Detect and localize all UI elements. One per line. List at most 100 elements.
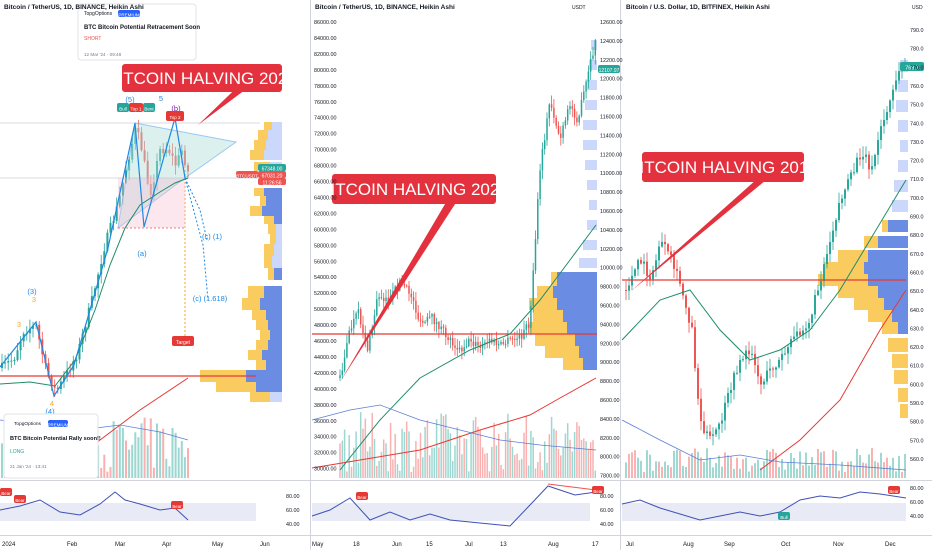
candle-body-p2 <box>385 297 387 302</box>
rsi-tick-p3: 80.00 <box>600 494 614 500</box>
volume-profile-blue-p2 <box>583 358 597 370</box>
candle-body-p1 <box>137 128 140 133</box>
volume-bar-p2 <box>543 441 546 478</box>
y-tick-p2: 34000.00 <box>314 435 336 441</box>
volume-bar-p1 <box>143 417 146 478</box>
candle-body-p4 <box>772 368 774 370</box>
volume-bar-p4 <box>757 459 759 478</box>
y-tick-p2: 50000.00 <box>314 307 336 313</box>
volume-bar-p1 <box>183 457 186 478</box>
x-tick-p1: Feb <box>67 542 78 548</box>
y-tick-p2: 72000.00 <box>314 132 336 138</box>
volume-bar-p2 <box>497 433 500 478</box>
candle-body-p2 <box>530 305 532 328</box>
candle-body-p4 <box>646 261 648 276</box>
volume-bar-p4 <box>892 457 894 478</box>
volume-profile-blue-p2 <box>563 310 597 322</box>
y-tick-p3: 11400.00 <box>600 133 622 139</box>
candle-body-p2 <box>576 117 578 123</box>
x-tick-p1: May <box>212 542 223 548</box>
volume-bar-p2 <box>431 447 433 478</box>
candle-body-p1 <box>31 325 35 329</box>
candle-body-p2 <box>583 91 585 101</box>
candle-body-p1 <box>143 150 146 161</box>
volume-bar-p4 <box>721 466 723 478</box>
rsi-band-p4 <box>622 503 906 521</box>
volume-profile-yellow-p2 <box>529 298 557 310</box>
volume-bar-p2 <box>548 434 551 478</box>
volume-bar-p4 <box>694 448 696 478</box>
candle-body-p4 <box>688 307 690 323</box>
volume-bar-p2 <box>537 462 539 478</box>
volume-bar-p4 <box>703 461 705 478</box>
volume-bar-p1 <box>171 427 174 478</box>
volume-bar-p1 <box>146 445 149 478</box>
signal-bent-bg <box>143 103 155 112</box>
volume-bar-p2 <box>350 466 353 478</box>
volume-profile-yellow-p1 <box>248 350 262 360</box>
volume-profile-blue-p2 <box>589 200 597 210</box>
volume-bar-p1 <box>162 428 165 478</box>
candle-body-p4 <box>643 261 645 264</box>
volume-bar-p2 <box>419 432 422 478</box>
rsi-bear-3-bg <box>171 501 183 509</box>
volume-bar-p2 <box>422 457 424 478</box>
idea-top-badge: PREMIUM <box>118 12 140 17</box>
volume-profile-blue-p1 <box>260 298 282 310</box>
candle-body-p1 <box>149 183 152 196</box>
volume-profile-blue-p4 <box>878 236 908 248</box>
candle-body-p1 <box>115 206 118 221</box>
candle-body-p2 <box>532 270 534 306</box>
y-tick-p4: 610.0 <box>910 364 924 370</box>
candle-body-p1 <box>162 148 165 154</box>
x-tick-p1: 2024 <box>2 542 16 548</box>
rsi-tick-p4: 40.00 <box>910 514 924 520</box>
volume-bar-p2 <box>520 458 523 478</box>
candle-body-p4 <box>661 241 663 247</box>
volume-profile-blue-p1 <box>274 268 282 280</box>
volume-bar-p2 <box>461 454 463 478</box>
candle-body-p2 <box>500 342 502 345</box>
rsi-bear-p2-1-bg <box>356 492 368 500</box>
x-tick-p4: Sep <box>724 542 735 548</box>
candle-body-p1 <box>100 263 103 275</box>
volume-bar-p1 <box>131 444 134 478</box>
volume-bar-p4 <box>682 465 684 478</box>
volume-profile-blue-p1 <box>264 286 282 298</box>
x-tick-p4: Nov <box>833 542 844 548</box>
y-tick-p2: 56000.00 <box>314 259 336 265</box>
y-tick-p3: 8600.00 <box>600 398 620 404</box>
candle-body-p2 <box>484 342 486 344</box>
candle-body-p2 <box>573 108 576 118</box>
candle-body-p4 <box>631 275 633 286</box>
volume-bar-p1 <box>168 466 171 478</box>
volume-bar-p2 <box>500 464 502 478</box>
y-tick-p3: 11800.00 <box>600 96 622 102</box>
volume-profile-yellow-p4 <box>824 262 864 274</box>
candle-body-p1 <box>165 149 168 154</box>
candle-body-p2 <box>585 81 587 92</box>
y-tick-p4: 740.0 <box>910 121 924 127</box>
candle-body-p4 <box>856 157 858 173</box>
volume-profile-yellow-p1 <box>270 234 276 244</box>
wave-label: (c) (1.618) <box>193 294 228 303</box>
candle-body-p1 <box>152 181 155 196</box>
volume-bar-p2 <box>353 447 355 478</box>
y-tick-p4: 660.0 <box>910 270 924 276</box>
y-tick-p4: 580.0 <box>910 420 924 426</box>
candle-body-p4 <box>742 359 744 361</box>
volume-bar-p4 <box>829 463 831 478</box>
candle-body-p4 <box>709 431 711 436</box>
candle-body-p2 <box>580 100 583 116</box>
idea-bottom-badge-bg <box>48 420 68 427</box>
y-tick-p2: 52000.00 <box>314 291 336 297</box>
rsi-bear-p2-2-bg <box>592 486 604 494</box>
y-tick-p2: 64000.00 <box>314 195 336 201</box>
candle-body-p2 <box>405 285 408 287</box>
y-tick-p2: 60000.00 <box>314 227 336 233</box>
rsi-tick-p3: 60.00 <box>600 508 614 514</box>
panel1-title: Bitcoin / TetherUS, 1D, BINANCE, Heikin … <box>4 4 144 11</box>
x-tick-p2: 17 <box>592 542 599 548</box>
candle-body-p4 <box>817 290 819 296</box>
